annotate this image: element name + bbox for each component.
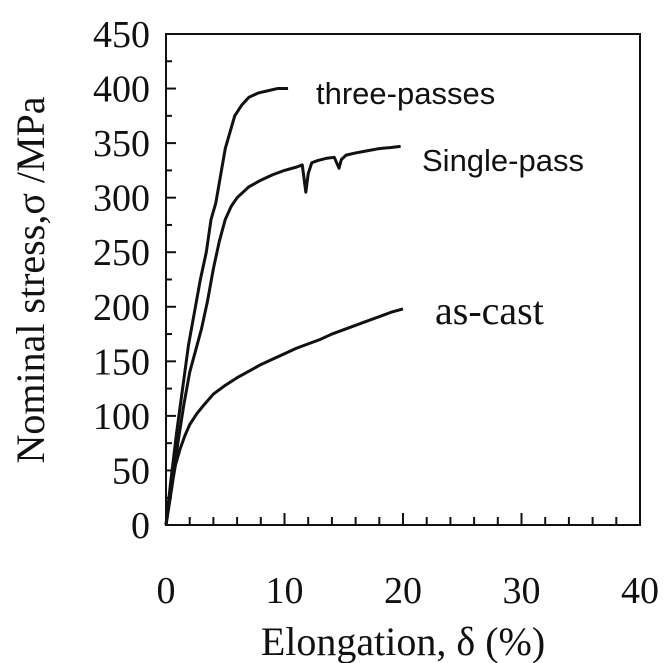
x-tick-label: 0 (157, 570, 176, 612)
y-axis-title: Nominal stress,σ /MPa (8, 96, 53, 463)
x-tick-label: 40 (621, 570, 659, 612)
x-tick-label: 30 (503, 570, 541, 612)
y-tick-label: 350 (93, 123, 150, 165)
series-label-as-cast: as-cast (435, 288, 544, 333)
y-tick-label: 50 (112, 450, 150, 492)
series-line-three-passes (164, 87, 289, 526)
y-tick-label: 250 (93, 232, 150, 274)
x-tick-label: 10 (266, 570, 304, 612)
y-tick-label: 100 (93, 396, 150, 438)
series-line-as-cast (164, 307, 404, 526)
y-tick-label: 0 (131, 505, 150, 547)
y-tick-label: 450 (93, 14, 150, 56)
x-axis-title: Elongation, δ (%) (261, 619, 545, 663)
y-tick-label: 200 (93, 287, 150, 329)
y-tick-label: 150 (93, 341, 150, 383)
series-label-three-passes: three-passes (316, 76, 495, 111)
y-tick-label: 400 (93, 69, 150, 111)
x-tick-label: 20 (384, 570, 422, 612)
series-label-single-pass: Single-pass (422, 143, 584, 178)
series-line-single-pass (164, 144, 401, 526)
y-tick-label: 300 (93, 178, 150, 220)
